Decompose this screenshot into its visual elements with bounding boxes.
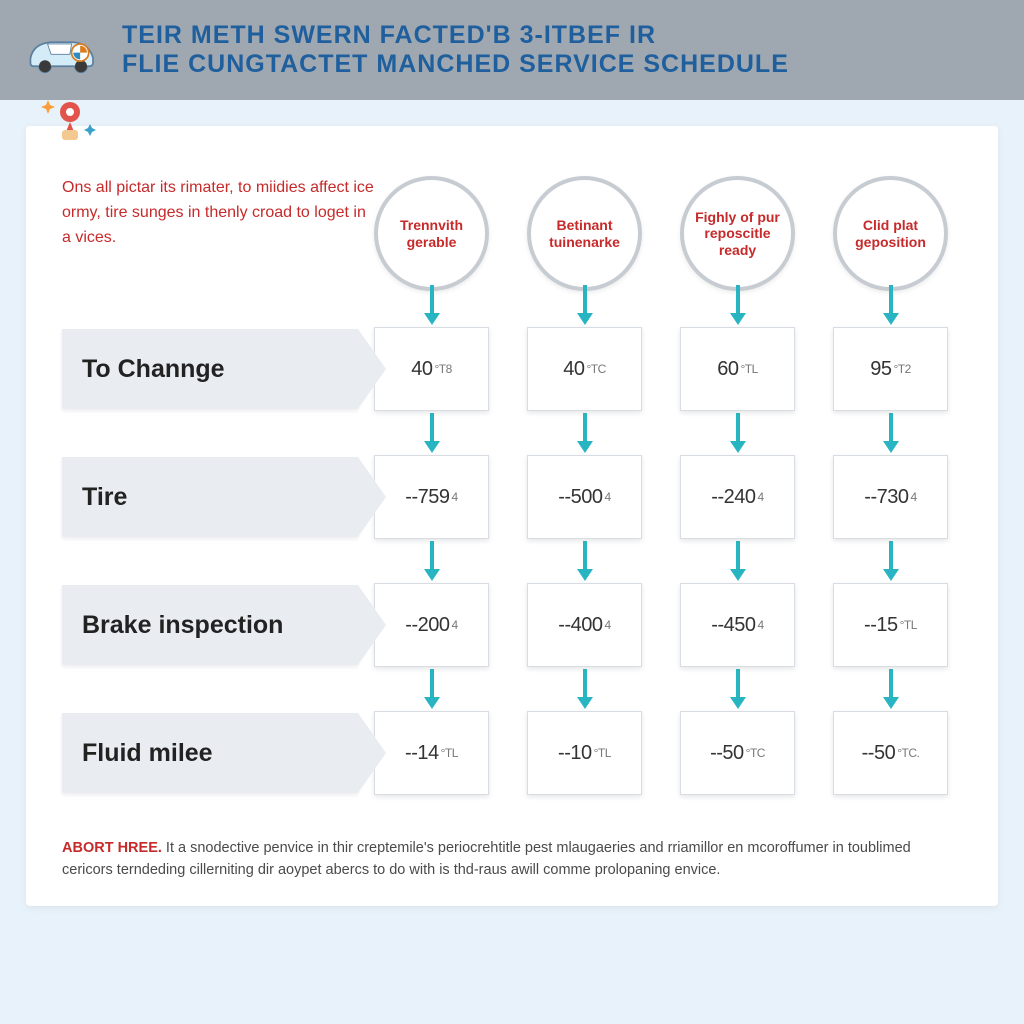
cell-value: 40 bbox=[411, 358, 432, 381]
footer-note: ABORT HREE. It a snodective penvice in t… bbox=[62, 837, 962, 882]
cell-box: --15°TL bbox=[833, 583, 948, 667]
footer-lead: ABORT HREE. bbox=[62, 840, 162, 856]
cell-unit: 4 bbox=[452, 490, 458, 504]
cell-box: 60°TL bbox=[680, 327, 795, 411]
cell-box: --50°TC bbox=[680, 711, 795, 795]
cell-value: --10 bbox=[558, 742, 592, 765]
cell-value: --730 bbox=[864, 486, 908, 509]
cell-unit: °T2 bbox=[893, 362, 910, 376]
cell-unit: 4 bbox=[605, 490, 611, 504]
cell-value: --500 bbox=[558, 486, 602, 509]
cell-box: 40°T8 bbox=[374, 327, 489, 411]
footer-text: It a snodective penvice in thir creptemi… bbox=[62, 840, 911, 878]
cell-box: --2004 bbox=[374, 583, 489, 667]
cell-box: --2404 bbox=[680, 455, 795, 539]
cell-unit: °TL bbox=[594, 746, 611, 760]
col-header-2: Fighly of pur reposcitle ready bbox=[680, 176, 795, 291]
main-panel: Ons all pictar its rimater, to miidies a… bbox=[26, 126, 998, 906]
sparkle-icon bbox=[40, 92, 100, 147]
cell-unit: °TC bbox=[746, 746, 765, 760]
cell-value: --15 bbox=[864, 614, 898, 637]
cell-value: --14 bbox=[405, 742, 439, 765]
cell-unit: °TL bbox=[740, 362, 757, 376]
header-bar: TEIR METH SWERN FACTED'B 3-ITBEF IR FLIE… bbox=[0, 0, 1024, 100]
cell-unit: °TC bbox=[586, 362, 605, 376]
cell-box: --7304 bbox=[833, 455, 948, 539]
row-cells: --2004--4004--4504--15°TL bbox=[374, 583, 948, 667]
title-line-2: FLIE CUNGTACTET MANCHED SERVICE SCHEDULE bbox=[122, 50, 789, 79]
cell-unit: 4 bbox=[605, 618, 611, 632]
row-label: To Channge bbox=[62, 329, 358, 409]
cell-box: --4004 bbox=[527, 583, 642, 667]
cell-value: --50 bbox=[862, 742, 896, 765]
cell-box: 95°T2 bbox=[833, 327, 948, 411]
cell-value: --759 bbox=[405, 486, 449, 509]
cell-box: --14°TL bbox=[374, 711, 489, 795]
intro-text: Ons all pictar its rimater, to miidies a… bbox=[62, 176, 374, 250]
cell-unit: 4 bbox=[452, 618, 458, 632]
cell-unit: 4 bbox=[758, 490, 764, 504]
data-row: Tire--7594--5004--2404--7304 bbox=[62, 455, 962, 539]
cell-box: --50°TC. bbox=[833, 711, 948, 795]
row-label: Fluid milee bbox=[62, 713, 358, 793]
cell-box: --4504 bbox=[680, 583, 795, 667]
data-row: Brake inspection--2004--4004--4504--15°T… bbox=[62, 583, 962, 667]
cell-unit: °TL bbox=[900, 618, 917, 632]
data-row: Fluid milee--14°TL--10°TL--50°TC--50°TC. bbox=[62, 711, 962, 795]
col-header-0: Trennvith gerable bbox=[374, 176, 489, 291]
title-line-1: TEIR METH SWERN FACTED'B 3-ITBEF IR bbox=[122, 21, 789, 50]
row-label: Brake inspection bbox=[62, 585, 358, 665]
cell-value: --50 bbox=[710, 742, 744, 765]
cell-value: --200 bbox=[405, 614, 449, 637]
row-cells: --14°TL--10°TL--50°TC--50°TC. bbox=[374, 711, 948, 795]
cell-value: 40 bbox=[563, 358, 584, 381]
cell-box: --7594 bbox=[374, 455, 489, 539]
cell-value: 60 bbox=[717, 358, 738, 381]
cell-value: --400 bbox=[558, 614, 602, 637]
row-label: Tire bbox=[62, 457, 358, 537]
cell-box: --5004 bbox=[527, 455, 642, 539]
data-row: To Channge40°T840°TC60°TL95°T2 bbox=[62, 327, 962, 411]
row-cells: 40°T840°TC60°TL95°T2 bbox=[374, 327, 948, 411]
cell-box: --10°TL bbox=[527, 711, 642, 795]
cell-box: 40°TC bbox=[527, 327, 642, 411]
cell-unit: 4 bbox=[758, 618, 764, 632]
header-titles: TEIR METH SWERN FACTED'B 3-ITBEF IR FLIE… bbox=[122, 21, 789, 79]
col-header-3: Clid plat geposition bbox=[833, 176, 948, 291]
cell-value: 95 bbox=[870, 358, 891, 381]
cell-value: --240 bbox=[711, 486, 755, 509]
cell-value: --450 bbox=[711, 614, 755, 637]
cell-unit: °T8 bbox=[434, 362, 451, 376]
row-cells: --7594--5004--2404--7304 bbox=[374, 455, 948, 539]
cell-unit: °TL bbox=[441, 746, 458, 760]
cell-unit: °TC. bbox=[897, 746, 919, 760]
car-logo-icon bbox=[18, 20, 108, 80]
cell-unit: 4 bbox=[911, 490, 917, 504]
col-header-1: Betinant tuinenarke bbox=[527, 176, 642, 291]
columns-header: Trennvith gerable Betinant tuinenarke Fi… bbox=[374, 176, 962, 291]
